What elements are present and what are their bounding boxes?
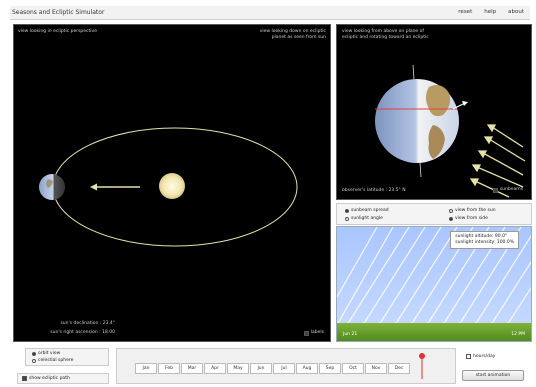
option-orbit-view[interactable]: orbit view xyxy=(32,351,60,356)
right-controls: hours/day start animation xyxy=(458,348,532,384)
start-animation-button[interactable]: start animation xyxy=(462,370,524,381)
sunbeams-checkbox[interactable] xyxy=(492,187,498,193)
month-row: Jan Feb Mar Apr May Jun Jul Aug Sep Oct Nov Dec xyxy=(135,363,410,374)
sun xyxy=(159,173,185,199)
orbit-top-left-label: view looking in ecliptic perspective xyxy=(18,29,97,34)
option-celestial-sphere-label: celestial sphere xyxy=(38,358,74,363)
menu-help[interactable]: help xyxy=(484,9,497,15)
option-show-ecliptic-label: show ecliptic path xyxy=(29,376,70,381)
option-hours-day-label: hours/day xyxy=(473,354,496,359)
view-mode-box: orbit view celestial sphere xyxy=(25,348,109,366)
labels-checkbox[interactable] xyxy=(303,330,309,336)
option-orbit-view-label: orbit view xyxy=(38,351,61,356)
view-options: sunbeam spread sunlight angle view from … xyxy=(336,203,532,225)
observer-arrow xyxy=(452,102,466,110)
earth-diagram xyxy=(375,64,526,198)
menu-about[interactable]: about xyxy=(508,9,524,15)
earth-view-panel[interactable]: view looking from above on plane of ecli… xyxy=(336,24,532,200)
show-path-box: show ecliptic path xyxy=(17,373,109,384)
month-button-mar[interactable]: Mar xyxy=(181,363,203,374)
earth-continent-2 xyxy=(428,125,445,159)
app-title: Seasons and Ecliptic Simulator xyxy=(12,9,105,16)
month-button-jan[interactable]: Jan xyxy=(135,363,157,374)
labels-toggle-text: labels xyxy=(310,330,324,335)
ascension-readout: sun's right ascension : 18.00 xyxy=(50,330,115,335)
menu-reset[interactable]: reset xyxy=(458,9,473,15)
month-slider-bar[interactable]: Jan Feb Mar Apr May Jun Jul Aug Sep Oct Nov Dec xyxy=(116,348,456,384)
checkbox-show-ecliptic[interactable] xyxy=(22,376,27,381)
checkbox-hours-day[interactable] xyxy=(466,354,471,359)
option-view-from-side-label: view from side xyxy=(455,216,488,221)
option-hours-day[interactable]: hours/day xyxy=(466,354,495,359)
sunlight-info-box: sunlight altitude: 90.0° sunlight intens… xyxy=(450,231,519,249)
ground-date-label: Jun 21 xyxy=(343,332,358,337)
option-view-from-side[interactable]: view from side xyxy=(449,216,488,221)
month-button-feb[interactable]: Feb xyxy=(158,363,180,374)
option-sunlight-angle-label: sunlight angle xyxy=(351,216,383,221)
radio-sunlight-angle[interactable] xyxy=(345,216,349,221)
month-button-may[interactable]: May xyxy=(227,363,249,374)
month-button-oct[interactable]: Oct xyxy=(342,363,364,374)
earth-top-line-2: ecliptic and rotating toward an ecliptic xyxy=(342,35,429,40)
option-sunlight-angle[interactable]: sunlight angle xyxy=(345,216,383,221)
month-button-sep[interactable]: Sep xyxy=(319,363,341,374)
month-button-aug[interactable]: Aug xyxy=(296,363,318,374)
radio-view-from-sun[interactable] xyxy=(449,208,453,213)
month-button-jul[interactable]: Jul xyxy=(273,363,295,374)
ground-strip: Jun 21 12 PM xyxy=(337,323,531,341)
latitude-readout: observer's latitude : 23.5° N xyxy=(342,188,406,193)
month-button-dec[interactable]: Dec xyxy=(388,363,410,374)
top-menu: reset help about xyxy=(458,9,524,15)
month-button-apr[interactable]: Apr xyxy=(204,363,226,374)
earth-small xyxy=(39,174,65,200)
earth-small-land xyxy=(46,179,53,188)
radio-sunbeam-spread[interactable] xyxy=(345,208,349,213)
earth-top-label: view looking from above on plane of ecli… xyxy=(342,29,429,41)
labels-toggle[interactable]: labels xyxy=(303,330,324,336)
option-view-from-sun-label: view from the sun xyxy=(455,208,496,213)
ground-time-label: 12 PM xyxy=(511,332,525,337)
orbit-top-right-line-2: planet as seen from sun xyxy=(271,35,326,40)
title-bar: Seasons and Ecliptic Simulator reset hel… xyxy=(10,6,530,20)
month-button-jun[interactable]: Jun xyxy=(250,363,272,374)
option-view-from-sun[interactable]: view from the sun xyxy=(449,208,496,213)
radio-orbit-view[interactable] xyxy=(32,351,36,356)
sunlight-arrow-head xyxy=(90,183,97,191)
month-button-nov[interactable]: Nov xyxy=(365,363,387,374)
declination-readout: sun's declination : 23.4° xyxy=(60,321,115,326)
sunlight-panel: sunlight altitude: 90.0° sunlight intens… xyxy=(336,226,532,342)
observer-arrow-head xyxy=(462,101,468,106)
option-celestial-sphere[interactable]: celestial sphere xyxy=(32,358,73,363)
option-sunbeam-spread[interactable]: sunbeam spread xyxy=(345,208,389,213)
earth-top-line-1: view looking from above on plane of xyxy=(342,29,424,34)
option-show-ecliptic[interactable]: show ecliptic path xyxy=(22,376,70,381)
earth-continent-1 xyxy=(426,85,451,117)
radio-view-from-side[interactable] xyxy=(449,216,453,221)
left-controls: orbit view celestial sphere show eclipti… xyxy=(13,344,113,384)
orbit-top-right-line-1: view looking down on ecliptic xyxy=(259,29,326,34)
orbit-view-panel[interactable]: view looking in ecliptic perspective vie… xyxy=(13,24,331,342)
sunlight-info-line-2: sunlight intensity: 100.0% xyxy=(455,240,514,245)
orbit-top-right-label: view looking down on ecliptic planet as … xyxy=(260,29,326,41)
radio-celestial-sphere[interactable] xyxy=(32,358,36,363)
option-sunbeam-spread-label: sunbeam spread xyxy=(351,208,389,213)
orbit-diagram xyxy=(39,127,298,247)
sunlight-info-line-1: sunlight altitude: 90.0° xyxy=(455,234,508,239)
sunbeams-toggle[interactable]: sunbeams xyxy=(492,187,523,193)
sunbeam-arrows xyxy=(469,124,526,198)
sunbeams-toggle-text: sunbeams xyxy=(499,187,523,192)
